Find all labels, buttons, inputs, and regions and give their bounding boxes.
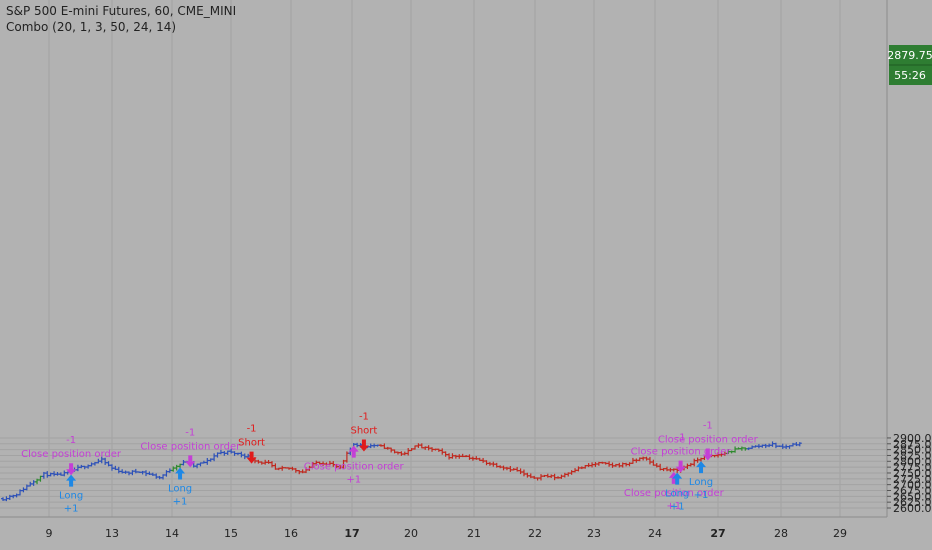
price-tick-label: 2750.00 [893,467,932,480]
close-label: Close position order [658,435,759,446]
annotation-close: -1 Close position order [21,435,122,476]
date-label: 16 [284,527,298,540]
date-label: 13 [105,527,119,540]
date-label: 22 [528,527,542,540]
price-tick-label: 2600.00 [893,502,932,515]
date-label: 14 [165,527,179,540]
grid [0,0,887,517]
date-label: 9 [46,527,53,540]
short-label: Short [351,425,378,436]
annotation-close: -1 Close position order [631,433,732,473]
long-qty-label: +1 [694,490,709,501]
close-label: Close position order [140,441,241,452]
close-arrow-icon [66,463,77,476]
price-tick-label: 2825.00 [893,449,932,462]
long-arrow-icon [66,474,77,487]
price-tick-label: 2725.00 [893,473,932,486]
close-label: Close position order [304,462,405,473]
long-label: Long [59,491,83,502]
close-label: Close position order [631,447,732,458]
long-arrow-icon [175,467,186,480]
close-arrow-icon [348,445,359,458]
strategy-title[interactable]: Combo (20, 1, 3, 50, 24, 14) [6,20,177,34]
close-qty-label: +1 [666,501,681,512]
ohlc-bar [797,442,802,447]
price-badge: 2879.75 55:26 [887,45,932,85]
short-qty-label: -1 [247,424,257,435]
long-label: Long [168,483,192,494]
close-arrow-icon [675,460,686,473]
annotation-short: -1 Short [351,411,378,452]
current-price-label: 2879.75 [887,49,932,62]
price-tick-label: 2800.00 [893,455,932,468]
short-qty-label: -1 [359,411,369,422]
close-qty-label: -1 [676,433,686,444]
long-label: Long [665,489,689,500]
annotation-close: -1 Close position order [140,427,241,468]
price-tick-label: 2900.00 [893,432,932,445]
annotation-short: -1 Short [238,424,265,464]
short-label: Short [238,438,265,449]
price-tick-label: 2625.00 [893,496,932,509]
ohlc-bar [283,467,288,469]
date-label: 27 [710,527,725,540]
close-qty-label: +1 [346,475,361,486]
annotation-long: Long +1 [689,461,713,501]
price-axis[interactable]: 2600.002625.002650.002675.002700.002725.… [887,432,932,515]
time-axis[interactable]: 9 13 14 15 16 17 20 21 22 23 24 27 28 29 [46,527,848,540]
close-qty-label: -1 [703,421,713,432]
date-label: 24 [648,527,662,540]
long-arrow-icon [672,472,683,485]
date-label: 21 [467,527,481,540]
close-arrow-icon [702,448,713,461]
annotation-long: Long +1 [168,467,192,507]
date-label: 23 [587,527,601,540]
long-qty-label: +1 [173,496,188,507]
price-tick-label: 2700.00 [893,479,932,492]
ohlc-bar [777,445,782,447]
bar-countdown-label: 55:26 [894,69,926,82]
close-label: Close position order [624,488,725,499]
date-label: 29 [833,527,847,540]
close-label: Close position order [21,449,122,460]
date-label: 15 [224,527,238,540]
close-qty-label: -1 [185,427,195,438]
annotation-long: Long +1 [59,474,83,515]
price-tick-label: 2650.00 [893,490,932,503]
price-tick-label: 2875.00 [893,438,932,451]
annotation-close_up: Close position order +1 [304,445,405,486]
price-tick-label: 2675.00 [893,484,932,497]
short-arrow-icon [358,439,369,452]
long-label: Long [689,477,713,488]
date-label: 20 [404,527,418,540]
long-arrow-icon [696,461,707,474]
price-tick-label: 2850.00 [893,444,932,457]
close-qty-label: -1 [66,435,76,446]
chart-legend: S&P 500 E-mini Futures, 60, CME_MINI Com… [6,3,236,35]
symbol-title[interactable]: S&P 500 E-mini Futures, 60, CME_MINI [6,4,237,18]
annotation-long: Long+1 [665,472,689,513]
price-tick-label: 2775.00 [893,461,932,474]
long-qty-label: +1 [670,502,685,513]
short-arrow-icon [246,451,257,464]
date-label: 28 [774,527,788,540]
long-qty-label: +1 [64,504,79,515]
close-arrow-icon [185,455,196,468]
date-label: 17 [344,527,359,540]
